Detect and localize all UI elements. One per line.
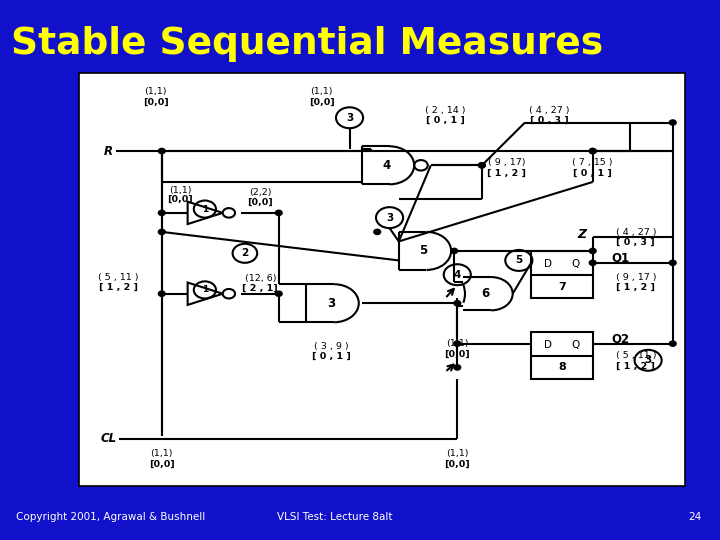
Text: 1: 1 [202,286,208,294]
Text: 4: 4 [454,269,461,280]
Text: [ 0 , 3 ]: [ 0 , 3 ] [530,116,569,125]
Text: Stable Sequential Measures: Stable Sequential Measures [11,25,603,62]
Text: Q2: Q2 [611,333,629,346]
Text: [ 2 , 1]: [ 2 , 1] [243,284,278,293]
Circle shape [275,210,282,215]
Text: (12, 6): (12, 6) [245,274,276,283]
Text: 4: 4 [382,159,391,172]
Text: 2: 2 [241,248,248,258]
Text: [0,0]: [0,0] [248,198,273,207]
Text: [0,0]: [0,0] [444,349,470,359]
Text: (1,1): (1,1) [150,449,173,457]
Text: 5: 5 [419,245,428,258]
Text: ( 4 , 27 ): ( 4 , 27 ) [529,106,570,115]
Circle shape [589,260,596,266]
Text: (1,1): (1,1) [446,449,469,457]
Text: [ 1 , 2 ]: [ 1 , 2 ] [616,283,655,292]
Text: [ 0 , 1 ]: [ 0 , 1 ] [426,116,464,125]
Text: ( 9 , 17): ( 9 , 17) [487,158,526,167]
Text: 5: 5 [516,255,523,266]
Text: ( 3 , 9 ): ( 3 , 9 ) [314,341,348,350]
Text: 24: 24 [688,512,701,522]
Text: [ 1 , 2 ]: [ 1 , 2 ] [616,361,655,370]
Text: (2,2): (2,2) [249,188,271,198]
Text: [ 1 , 2 ]: [ 1 , 2 ] [487,168,526,178]
Text: ( 2 , 14 ): ( 2 , 14 ) [425,106,465,115]
Circle shape [454,301,461,306]
Text: (1,1): (1,1) [169,186,192,194]
Text: [ 0 , 1 ]: [ 0 , 1 ] [312,352,351,361]
Text: 7: 7 [558,281,566,292]
Text: ( 4 , 27 ): ( 4 , 27 ) [616,228,656,238]
Text: [0,0]: [0,0] [167,195,193,204]
Text: [0,0]: [0,0] [149,460,175,469]
Text: (1,1): (1,1) [310,87,333,96]
Circle shape [454,365,461,370]
Circle shape [158,210,165,215]
Text: ( 5 , 11 ): ( 5 , 11 ) [616,351,656,360]
Text: [0,0]: [0,0] [309,98,335,107]
Text: D: D [544,340,552,349]
Text: 6: 6 [481,287,489,300]
Text: [ 1 , 2 ]: [ 1 , 2 ] [99,282,138,292]
Text: 3: 3 [327,296,335,310]
Text: Q1: Q1 [611,252,629,265]
Text: D: D [544,259,552,269]
Text: (1,1): (1,1) [446,339,469,348]
Text: [0,0]: [0,0] [143,98,168,107]
Circle shape [158,230,165,234]
Text: ( 5 , 11 ): ( 5 , 11 ) [99,273,139,281]
Circle shape [374,230,381,234]
Text: 3: 3 [346,113,354,123]
Circle shape [589,248,596,254]
Text: (1,1): (1,1) [145,87,167,96]
Text: Z: Z [577,228,587,241]
Circle shape [670,120,676,125]
Text: 8: 8 [558,362,566,373]
Text: Copyright 2001, Agrawal & Bushnell: Copyright 2001, Agrawal & Bushnell [16,512,205,522]
Text: 1: 1 [202,205,208,213]
Circle shape [589,148,596,154]
Text: [ 0 , 3 ]: [ 0 , 3 ] [616,238,655,247]
Bar [531,251,593,299]
Text: R: R [103,145,112,158]
Text: VLSI Test: Lecture 8alt: VLSI Test: Lecture 8alt [277,512,392,522]
Text: Q: Q [572,259,580,269]
Text: [ 0 , 1 ]: [ 0 , 1 ] [573,168,612,178]
Text: [0,0]: [0,0] [444,460,470,469]
Bar [531,332,593,379]
Circle shape [479,163,485,168]
Circle shape [479,163,485,168]
Circle shape [670,260,676,266]
Text: 3: 3 [386,213,393,222]
Circle shape [451,248,458,254]
Text: Q: Q [572,340,580,349]
Circle shape [158,291,165,296]
Circle shape [275,291,282,296]
Circle shape [158,148,165,154]
Text: ( 7 , 15 ): ( 7 , 15 ) [572,158,613,167]
Circle shape [670,341,676,346]
Circle shape [589,148,596,154]
Text: CL: CL [100,432,117,445]
Circle shape [454,341,461,346]
Text: ( 9 , 17 ): ( 9 , 17 ) [616,273,656,281]
Text: 3: 3 [644,355,652,365]
